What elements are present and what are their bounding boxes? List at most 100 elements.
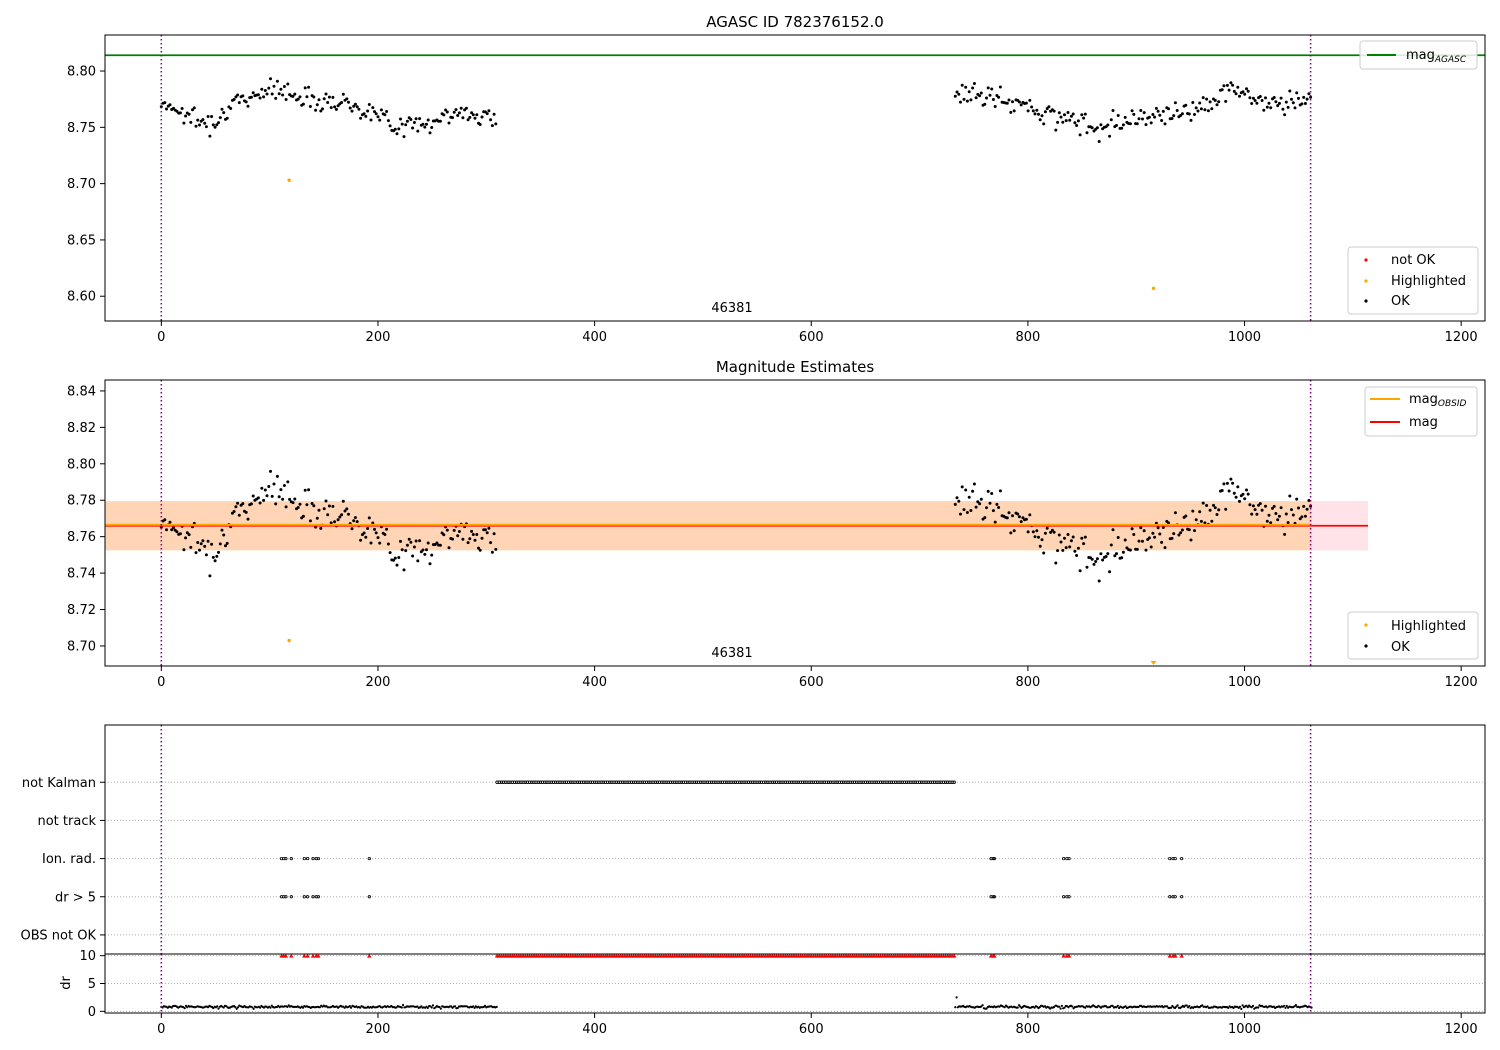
panel-dr-y-ticks: 0 5 10 [79,949,105,1020]
data-point-ok [425,548,428,552]
data-point-ok [1151,113,1155,116]
flag-point [316,895,320,899]
data-point-highlighted [287,638,291,643]
data-point-ok [409,540,413,544]
data-point-ok [475,113,479,117]
data-point-ok [237,101,241,105]
flag-point [1180,895,1184,899]
data-point-ok [1054,128,1058,132]
legend-swatch-not-ok [1364,258,1368,262]
x-tick-label: 600 [799,330,824,345]
panel-agasc-legend-lower: not OK Highlighted OK [1347,246,1479,315]
data-point-ok [362,531,366,535]
dr-point [955,996,958,999]
y-tick-label: Ion. rad. [42,852,96,867]
data-point-ok [1161,526,1165,529]
data-point-ok [210,542,214,546]
data-point-ok [284,505,288,509]
flag-point-not-kalman [636,780,640,784]
data-point-ok [307,488,311,492]
flag-point-not-kalman [948,780,952,784]
data-point-ok [1047,105,1051,109]
data-point-ok [1225,83,1229,87]
data-point-ok [959,512,962,516]
data-point-ok [1180,112,1184,116]
flag-point-not-kalman [545,780,549,784]
y-tick-label: not track [37,814,96,829]
dr-point [222,1006,225,1009]
data-point-ok [395,132,399,136]
flag-point [311,895,315,899]
data-point-ok [1193,113,1196,116]
data-point-ok [1139,109,1143,112]
data-point-ok [487,109,491,113]
flag-point-not-kalman [673,780,677,784]
data-point-ok [1210,519,1214,523]
panel-flags-frame [104,724,1486,955]
data-point-ok [1193,529,1196,533]
data-point-ok [1059,115,1063,119]
data-point-ok [1191,509,1195,513]
data-point-ok [423,125,427,129]
flag-point-not-kalman [751,780,755,784]
panel-agasc-title: AGASC ID 782376152.0 [706,13,884,31]
data-point-ok [336,518,340,522]
panel-flags: OBS not OK dr > 5 Ion. rad. not track not Ka… [21,724,1486,955]
data-point-ok [324,92,328,96]
dr-point [1251,1004,1255,1008]
data-point-ok [1172,114,1176,118]
data-point-ok [206,115,210,118]
legend-label-mag: mag [1409,415,1438,430]
data-point-ok [1269,106,1273,110]
dr-exceeds-marker [952,953,957,958]
data-point-ok [426,118,430,122]
flag-point-not-kalman [595,780,599,784]
data-point-ok [218,116,222,120]
data-point-ok [1277,514,1281,518]
data-point-ok [1232,491,1236,495]
data-point-ok [466,541,470,545]
data-point-ok [241,94,245,98]
legend-label-mag-agasc: magAGASC [1406,48,1467,65]
data-point-ok [191,108,194,112]
dr-exceeds-marker [367,953,372,958]
data-point-ok [1026,530,1030,534]
legend-swatch-ok [1364,644,1368,648]
data-point-ok [222,533,226,537]
data-point-ok [194,551,198,555]
data-point-ok [1163,122,1167,126]
flag-point-not-kalman [642,780,647,784]
data-point-ok [165,528,168,532]
data-point-ok [220,107,224,111]
dr-exceeds-marker [283,953,289,958]
data-point-ok [345,97,349,101]
data-point-ok [366,527,370,530]
data-point-ok [1158,113,1162,117]
data-point-ok [319,109,323,113]
x-tick-label: 1200 [1445,675,1478,690]
data-point-ok [405,119,409,123]
flag-point-not-kalman [675,780,679,784]
flag-point-not-kalman [564,780,569,784]
flag-point-not-kalman [623,780,627,784]
data-point-ok [170,528,174,532]
dr-point [183,1007,186,1010]
flag-point-not-kalman [569,780,573,784]
data-point-ok [373,527,376,531]
data-point-ok [267,485,271,488]
data-point-ok [1199,107,1203,111]
flag-point-not-kalman [826,780,831,784]
dr-point [1176,1004,1179,1007]
panel-mag-title: Magnitude Estimates [716,358,874,376]
data-point-ok [461,537,465,541]
dr-point [1038,1006,1041,1009]
data-point-ok [1128,548,1132,552]
data-point-ok [1229,81,1233,85]
data-point-ok [1139,526,1143,530]
data-point-ok [1243,92,1247,96]
flag-point [991,856,995,861]
flag-point [302,895,306,899]
data-point-ok [962,97,966,101]
data-point-ok [393,127,397,131]
data-point-ok [470,529,474,533]
